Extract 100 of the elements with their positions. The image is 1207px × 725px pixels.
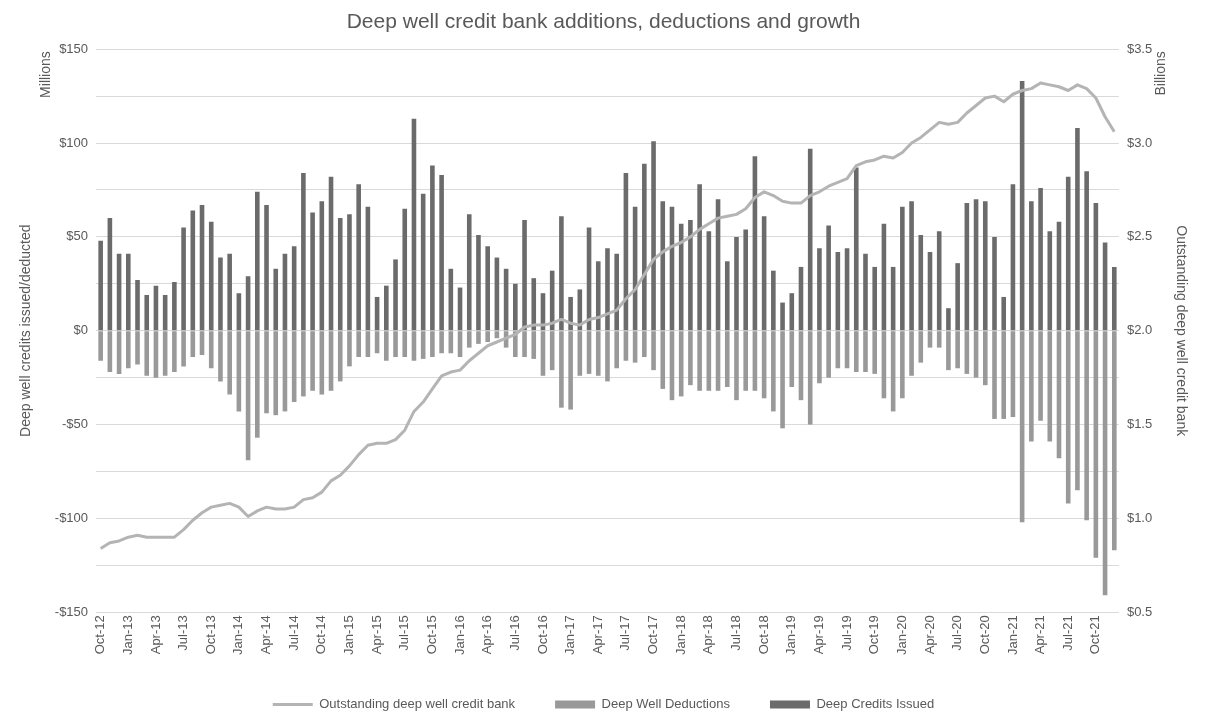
bar <box>595 331 601 376</box>
bar <box>817 331 822 384</box>
bar <box>946 331 951 371</box>
bar <box>642 163 647 331</box>
bar <box>771 331 776 412</box>
bar <box>531 331 537 359</box>
bar <box>826 225 831 331</box>
legend-label: Deep Well Deductions <box>601 696 731 712</box>
x-tick-label: Oct-14 <box>313 615 329 655</box>
bar <box>1084 331 1089 521</box>
x-tick-label: Jan-14 <box>230 615 246 655</box>
bar <box>181 227 186 331</box>
bar <box>430 165 435 331</box>
bar <box>126 253 131 331</box>
x-tick-label: Jan-13 <box>119 615 135 655</box>
bar <box>337 331 343 382</box>
x-tick-label: Jan-21 <box>1004 615 1020 655</box>
bar <box>771 270 776 331</box>
bar <box>568 331 573 410</box>
bar <box>485 331 490 342</box>
bar <box>900 206 905 331</box>
x-tick-label: Jan-16 <box>451 615 467 655</box>
x-tick-label: Oct-15 <box>423 615 439 655</box>
bar <box>1038 188 1043 331</box>
x-tick-label: Apr-20 <box>921 615 937 655</box>
bar <box>651 141 656 331</box>
bar <box>273 331 279 416</box>
bar <box>697 184 702 331</box>
bar <box>605 248 610 331</box>
x-tick-label: Oct-19 <box>866 615 882 655</box>
x-tick-label: Jan-18 <box>672 615 688 655</box>
bar <box>946 308 951 331</box>
bar <box>807 331 813 425</box>
bar <box>1111 266 1117 331</box>
bar <box>936 231 942 331</box>
y2-tick-label: $2.0 <box>1126 322 1153 338</box>
bar <box>853 167 859 331</box>
bar <box>393 331 398 357</box>
bar <box>393 259 398 331</box>
x-tick-label: Oct-17 <box>645 615 661 655</box>
bar <box>273 268 279 331</box>
bar <box>356 331 361 357</box>
y2-tick-label: $1.0 <box>1126 509 1153 525</box>
bar <box>909 201 914 331</box>
bar <box>255 191 260 331</box>
bar <box>218 331 223 382</box>
bar <box>982 331 988 386</box>
bar <box>98 240 103 331</box>
bar <box>1038 331 1043 421</box>
x-tick-label: Jul-18 <box>728 615 744 651</box>
bar <box>872 331 878 374</box>
bar <box>872 266 878 331</box>
x-tick-label: Jul-14 <box>285 615 301 651</box>
bar <box>476 331 481 344</box>
bar <box>126 331 131 369</box>
bar <box>208 221 214 331</box>
bar <box>660 201 666 331</box>
bar <box>936 331 942 348</box>
bar <box>439 174 444 331</box>
bar <box>384 285 389 331</box>
bar <box>789 331 795 388</box>
bar <box>402 331 408 357</box>
bar <box>992 236 997 331</box>
bar <box>734 331 739 401</box>
x-tick-label: Apr-18 <box>700 615 716 655</box>
bar <box>688 219 693 331</box>
bar <box>697 331 702 391</box>
y2-tick-label: $2.5 <box>1126 228 1153 244</box>
bar <box>1075 128 1080 331</box>
bar <box>1029 331 1034 442</box>
bar <box>310 331 315 391</box>
bar <box>172 331 177 373</box>
legend-label: Outstanding deep well credit bank <box>319 696 516 712</box>
bar <box>208 331 214 369</box>
bar <box>955 331 960 369</box>
bar <box>642 331 647 357</box>
bar <box>807 148 813 331</box>
bar <box>384 331 389 361</box>
bar <box>826 331 831 378</box>
x-tick-label: Apr-13 <box>147 615 163 655</box>
x-tick-label: Oct-12 <box>92 615 108 655</box>
y2-tick-label: $3.0 <box>1126 134 1153 150</box>
x-tick-label: Apr-16 <box>479 615 495 655</box>
bar <box>789 293 795 331</box>
bar <box>337 218 343 331</box>
bar <box>347 214 352 331</box>
bar <box>255 331 260 438</box>
bar <box>595 261 601 331</box>
bar <box>900 331 905 399</box>
bar <box>98 331 103 361</box>
bar <box>863 331 868 373</box>
bar <box>301 173 306 331</box>
text: Millions <box>36 51 53 98</box>
bar <box>743 331 748 391</box>
bar <box>430 331 435 357</box>
bar <box>264 204 269 331</box>
x-tick-label: Apr-21 <box>1032 615 1048 655</box>
bar <box>1075 331 1080 491</box>
x-tick-label: Apr-17 <box>589 615 605 655</box>
legend-label: Deep Credits Issued <box>816 696 935 712</box>
